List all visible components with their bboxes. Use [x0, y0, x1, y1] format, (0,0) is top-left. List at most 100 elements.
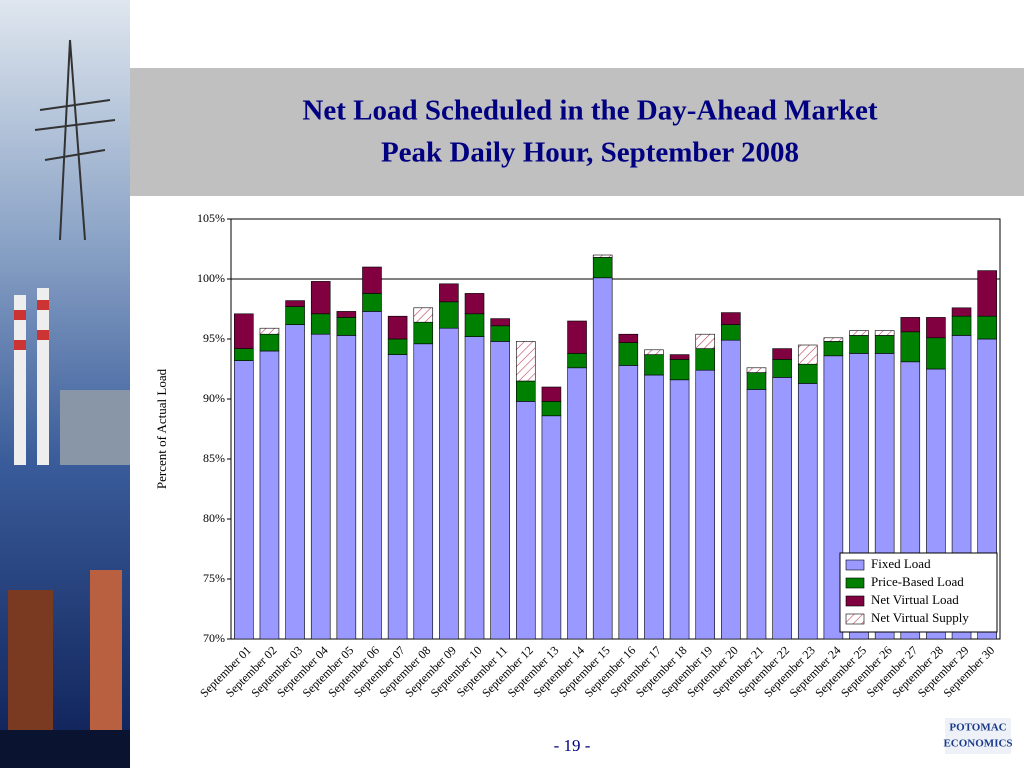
y-tick-label: 80%	[203, 511, 225, 525]
bar-segment	[567, 353, 587, 369]
bar-segment	[285, 306, 305, 325]
bar-segment	[439, 283, 459, 303]
bar-segment	[413, 307, 434, 323]
bar-segment	[618, 333, 639, 343]
bar-segment	[336, 317, 357, 336]
bar-segment	[900, 331, 921, 363]
bar-segment	[772, 348, 792, 360]
legend-label: Net Virtual Supply	[871, 610, 969, 625]
bar-segment	[336, 311, 357, 318]
bar-segment	[413, 321, 434, 345]
page-number: - 19 -	[554, 736, 591, 755]
logo-line: POTOMAC	[949, 722, 1006, 734]
bar-segment	[874, 335, 895, 354]
y-tick-label: 70%	[203, 631, 225, 645]
subtitle: Peak Daily Hour, September 2008	[381, 137, 799, 169]
bar-segment	[490, 341, 510, 640]
bar-segment	[439, 327, 459, 640]
bar-segment	[464, 336, 485, 640]
y-tick-label: 75%	[203, 571, 225, 585]
bar-segment	[746, 367, 767, 373]
logo-line: ECONOMICS	[943, 738, 1012, 750]
bar-segment	[797, 383, 818, 640]
legend-label: Price-Based Load	[871, 574, 964, 589]
y-axis-label: Percent of Actual Load	[154, 368, 169, 489]
bar-segment	[849, 330, 869, 336]
bar-segment	[310, 313, 331, 335]
bar-segment	[951, 315, 972, 336]
bar-segment	[695, 348, 716, 371]
logo: POTOMAC ECONOMICS	[943, 718, 1013, 754]
bar-segment	[721, 324, 741, 341]
bar-segment	[797, 363, 818, 384]
bar-segment	[644, 349, 664, 355]
side-photo	[0, 0, 130, 768]
bar-segment	[746, 372, 767, 390]
bar-segment	[669, 359, 690, 381]
bar-segment	[362, 266, 382, 294]
bar-segment	[259, 350, 280, 640]
bar-segment	[234, 360, 254, 640]
bar-segment	[977, 315, 997, 340]
bar-segment	[772, 377, 792, 640]
bar-segment	[823, 341, 844, 357]
y-tick-label: 105%	[197, 211, 225, 225]
bar-segment	[772, 359, 792, 378]
legend-swatch	[845, 577, 865, 589]
bar-segment	[926, 337, 946, 370]
bar-segment	[490, 318, 510, 327]
bar-segment	[515, 380, 536, 402]
bar-segment	[721, 339, 741, 640]
bar-segment	[797, 344, 818, 365]
bar-segment	[464, 313, 485, 337]
bar-segment	[464, 293, 485, 315]
legend-swatch	[845, 595, 865, 607]
legend-swatch	[845, 559, 865, 571]
bar-segment	[234, 313, 254, 349]
bar-segment	[285, 300, 305, 307]
y-tick-label: 85%	[203, 451, 225, 465]
title: Net Load Scheduled in the Day-Ahead Mark…	[302, 95, 878, 127]
bar-segment	[823, 337, 844, 342]
bar-segment	[490, 325, 510, 342]
bar-segment	[644, 354, 664, 376]
bar-segment	[592, 254, 613, 258]
bar-segment	[926, 317, 946, 339]
bar-segment	[515, 401, 536, 640]
bar-segment	[439, 301, 459, 329]
y-tick-label: 100%	[197, 271, 225, 285]
legend-label: Fixed Load	[871, 556, 931, 571]
bar-segment	[259, 333, 280, 352]
title-band	[130, 68, 1024, 196]
bar-segment	[541, 415, 562, 640]
y-tick-label: 90%	[203, 391, 225, 405]
bar-segment	[592, 277, 613, 640]
legend-box	[839, 552, 998, 633]
bar-segment	[387, 338, 408, 355]
bar-segment	[644, 374, 664, 640]
bar-segment	[977, 270, 997, 317]
bar-segment	[310, 281, 331, 315]
bar-segment	[695, 369, 716, 640]
bar-segment	[259, 327, 280, 335]
bar-segment	[336, 335, 357, 640]
y-tick-label: 95%	[203, 331, 225, 345]
bar-segment	[900, 317, 921, 333]
bar-segment	[310, 333, 331, 640]
bar-segment	[541, 386, 562, 402]
bar-segment	[362, 311, 382, 640]
bar-segment	[618, 365, 639, 640]
bar-segment	[618, 342, 639, 366]
bar-segment	[849, 335, 869, 354]
bar-segment	[285, 324, 305, 640]
bar-segment	[567, 367, 587, 640]
bar-segment	[695, 333, 716, 349]
bar-segment	[515, 341, 536, 382]
bar-segment	[387, 354, 408, 640]
bar-segment	[669, 354, 690, 360]
bar-segment	[669, 379, 690, 640]
bar-segment	[362, 293, 382, 312]
bar-segment	[234, 348, 254, 361]
